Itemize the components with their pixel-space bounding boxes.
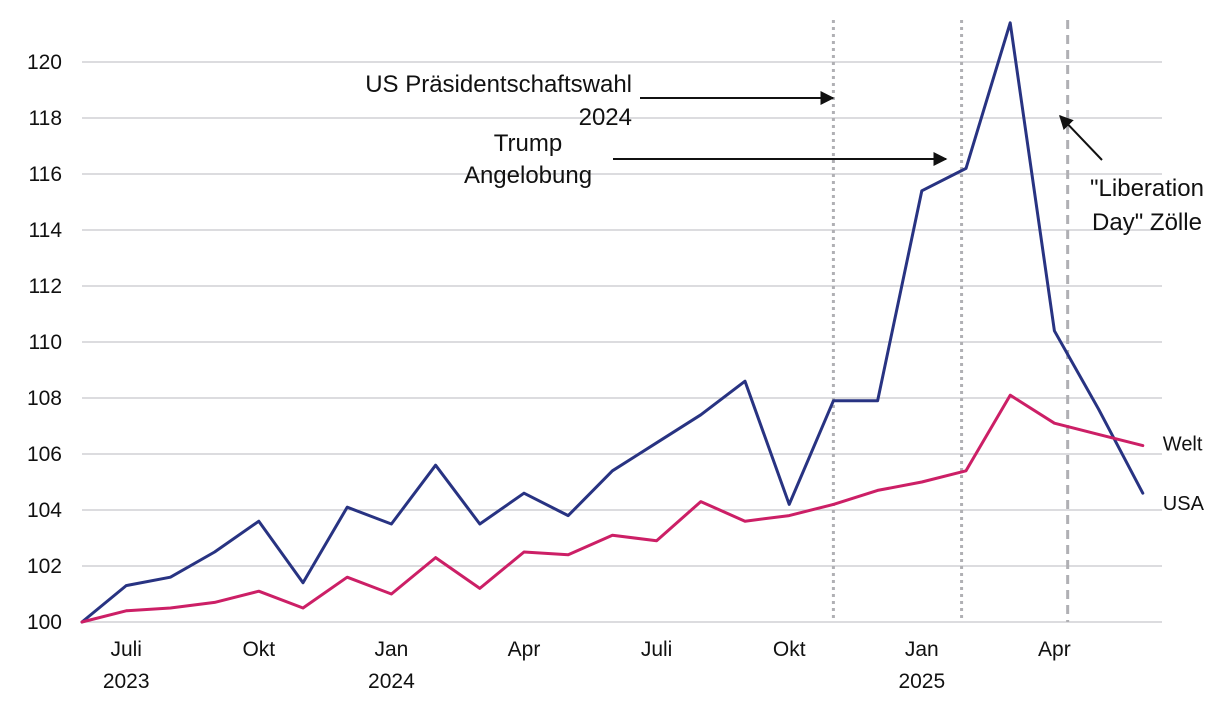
- series-line-usa: [80, 21, 1145, 624]
- annotation-label: "Liberation Day" Zölle: [1090, 175, 1204, 236]
- annotation-label-line: Day" Zölle: [1092, 209, 1202, 236]
- x-axis-tick-labels: Juli 2023 Okt Jan 2024 Apr Juli Okt Jan 2025 Apr: [103, 638, 1071, 693]
- x-tick-year-label: 2023: [103, 670, 150, 693]
- annotation-label: Trump Angelobung: [464, 130, 592, 189]
- series-label-usa: USA: [1163, 493, 1205, 515]
- series-line-welt: [80, 393, 1145, 624]
- x-tick-label: Juli: [110, 638, 142, 661]
- series-label-welt: Welt: [1163, 434, 1203, 456]
- y-tick-label: 110: [29, 331, 62, 354]
- grid-lines: [82, 61, 1162, 623]
- y-tick-label: 112: [29, 275, 62, 298]
- y-tick-label: 102: [27, 555, 62, 578]
- annotation-label: US Präsidentschaftswahl 2024: [365, 71, 632, 131]
- x-tick-year-label: 2024: [368, 670, 415, 693]
- x-tick-label: Juli: [641, 638, 673, 661]
- y-tick-label: 120: [27, 51, 62, 74]
- annotation-label-line: Trump: [494, 130, 562, 157]
- y-axis-tick-labels: 100 102 104 106 108 110 112 114 116 118 120: [27, 51, 62, 634]
- annotation-arrow: [1059, 114, 1103, 161]
- x-tick-label: Apr: [1038, 638, 1071, 661]
- annotation-label-line: Angelobung: [464, 162, 592, 189]
- series-end-labels: USA Welt: [1163, 434, 1205, 516]
- x-tick-label: Okt: [773, 638, 806, 661]
- y-tick-label: 108: [27, 387, 62, 410]
- y-tick-label: 116: [29, 163, 62, 186]
- x-tick-label: Jan: [905, 638, 939, 661]
- x-tick-label: Apr: [508, 638, 541, 661]
- x-tick-label: Jan: [374, 638, 408, 661]
- y-tick-label: 106: [27, 443, 62, 466]
- y-tick-label: 114: [29, 219, 63, 242]
- x-tick-label: Okt: [242, 638, 275, 661]
- event-lines: [831, 20, 1070, 622]
- annotation-label-line: US Präsidentschaftswahl: [365, 71, 632, 98]
- y-tick-label: 100: [27, 611, 62, 634]
- annotation-label-line: "Liberation: [1090, 175, 1204, 202]
- annotations: US Präsidentschaftswahl 2024 Trump Angelobu…: [365, 71, 1204, 236]
- x-tick-year-label: 2025: [898, 670, 945, 693]
- annotation-label-line: 2024: [579, 104, 632, 131]
- y-tick-label: 118: [29, 107, 62, 130]
- series-lines: [80, 21, 1145, 624]
- y-tick-label: 104: [27, 499, 62, 522]
